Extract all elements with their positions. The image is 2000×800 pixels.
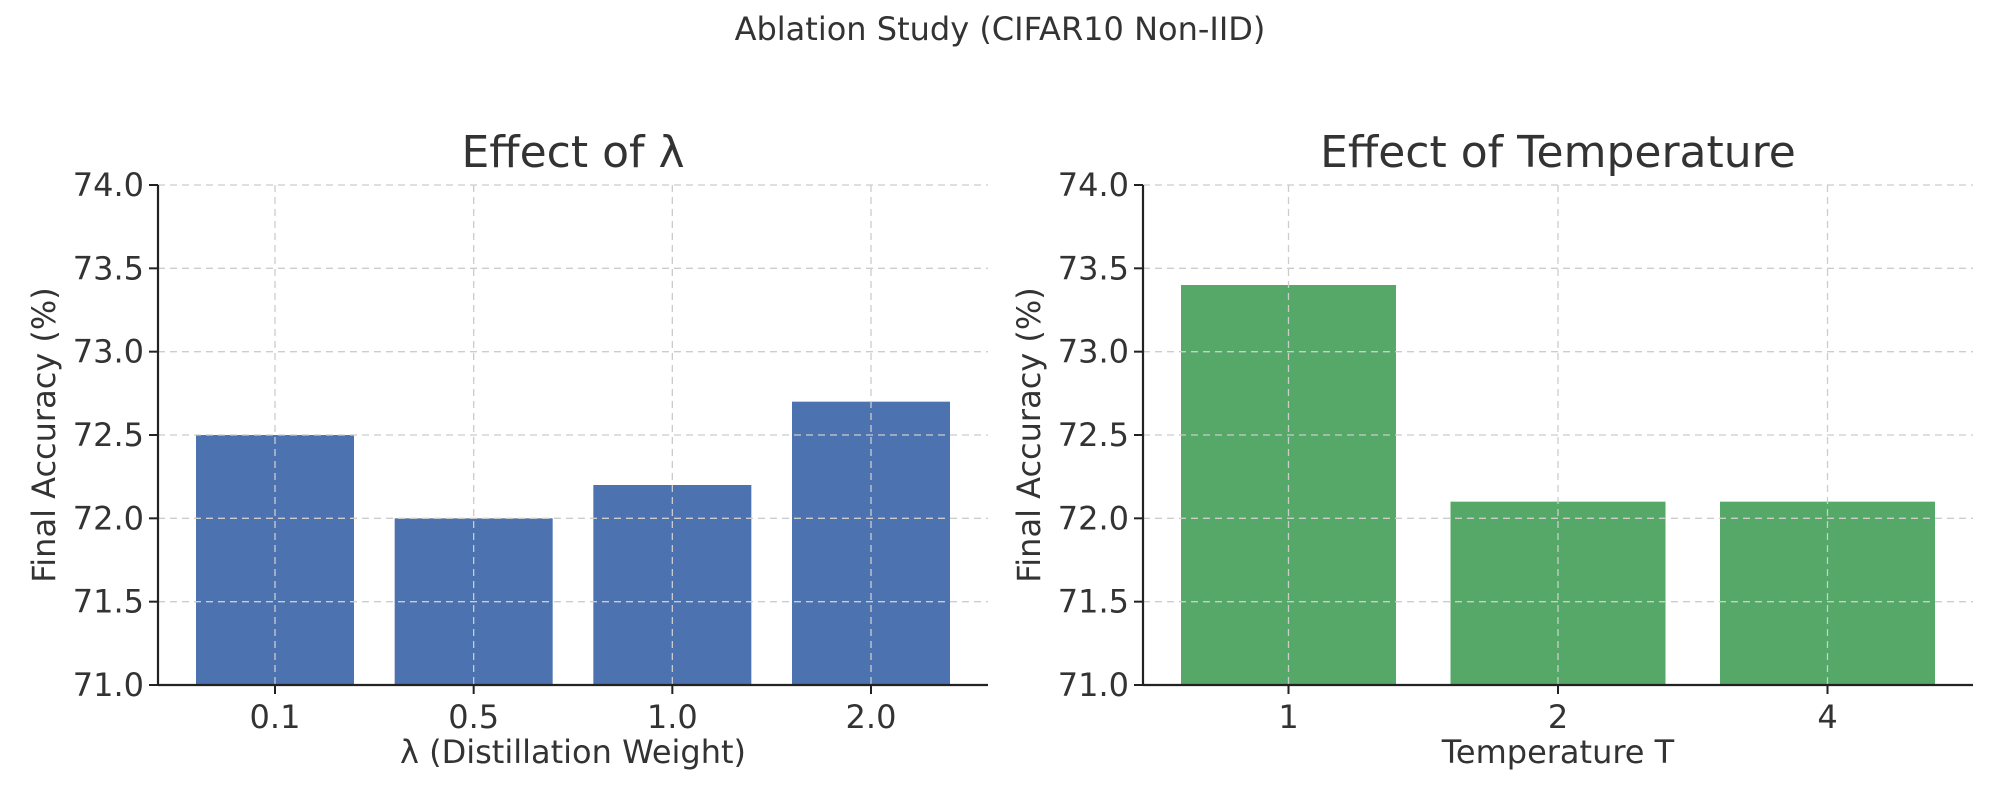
y-tick-label-lambda: 71.0: [73, 666, 144, 704]
y-tick-label-lambda: 74.0: [73, 166, 144, 204]
y-tick-label-lambda: 73.5: [73, 249, 144, 287]
y-tick-label-lambda: 72.5: [73, 416, 144, 454]
chart-panel-temperature: Effect of Temperature Temperature T Fina…: [1010, 127, 1973, 771]
chart-title-temperature: Effect of Temperature: [1320, 127, 1796, 178]
y-axis-label-lambda: Final Accuracy (%): [25, 287, 63, 583]
chart-panel-lambda: Effect of λ λ (Distillation Weight) Fina…: [25, 127, 988, 771]
y-tick-label-lambda: 71.5: [73, 583, 144, 621]
y-tick-label-temperature: 73.5: [1058, 249, 1129, 287]
x-tick-label-lambda: 0.1: [250, 698, 301, 736]
y-tick-label-temperature: 72.0: [1058, 499, 1129, 537]
x-tick-label-lambda: 2.0: [846, 698, 897, 736]
y-tick-label-temperature: 73.0: [1058, 333, 1129, 371]
x-axis-label-temperature: Temperature T: [1441, 733, 1675, 771]
x-tick-label-temperature: 1: [1278, 698, 1298, 736]
x-tick-label-temperature: 2: [1548, 698, 1568, 736]
y-tick-label-lambda: 73.0: [73, 333, 144, 371]
x-axis-label-lambda: λ (Distillation Weight): [400, 733, 746, 771]
y-tick-label-temperature: 74.0: [1058, 166, 1129, 204]
y-tick-label-temperature: 72.5: [1058, 416, 1129, 454]
x-tick-label-temperature: 4: [1817, 698, 1837, 736]
x-tick-label-lambda: 1.0: [647, 698, 698, 736]
y-axis-label-temperature: Final Accuracy (%): [1010, 287, 1048, 583]
bar-lambda-2.0: [792, 401, 950, 685]
x-tick-label-lambda: 0.5: [448, 698, 499, 736]
chart-title-lambda: Effect of λ: [461, 127, 684, 178]
y-tick-label-temperature: 71.0: [1058, 666, 1129, 704]
figure-suptitle: Ablation Study (CIFAR10 Non-IID): [735, 10, 1266, 48]
plot-area-temperature: 71.0 71.5 72.0 72.5 73.0 73.5 74.0 1 2 4: [1058, 166, 1973, 736]
y-tick-label-lambda: 72.0: [73, 499, 144, 537]
plot-area-lambda: 71.0 71.5 72.0 72.5 73.0 73.5 74.0 0.1 0.5 1.0 2.0: [73, 166, 988, 736]
y-tick-label-temperature: 71.5: [1058, 583, 1129, 621]
